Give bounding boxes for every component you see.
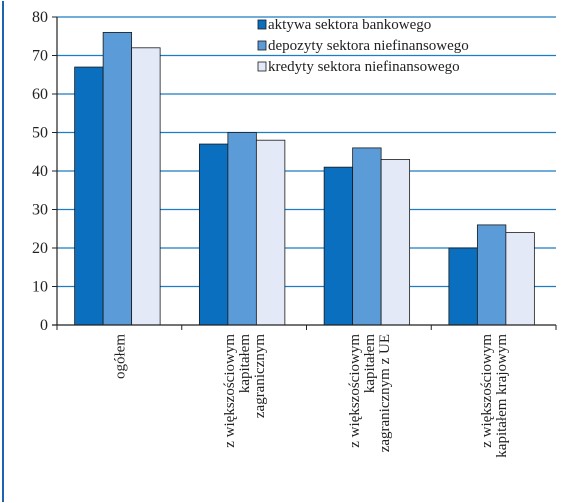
bar-series3-cat4: [505, 232, 535, 326]
legend-label-3: kredyty sektora niefinansowego: [268, 59, 460, 75]
legend: aktywa sektora bankowego depozyty sektora…: [257, 17, 469, 75]
bar-series3-cat1: [131, 47, 161, 326]
bar-series2-cat1: [102, 32, 133, 326]
category-label-3-line-3: zagranicznym z UE: [377, 334, 393, 452]
legend-label-1: aktywa sektora bankowego: [268, 17, 431, 33]
bar-series3-cat2: [255, 139, 286, 326]
category-label-1-line-1: ogółem: [112, 334, 128, 379]
category-label-2-line-3: zagranicznym: [252, 334, 268, 418]
legend-label-2: depozyty sektora niefinansowego: [268, 38, 469, 54]
y-tick-label-30: 30: [32, 202, 48, 219]
category-label-2-line-1: z większościowym: [222, 334, 238, 448]
bars: [74, 32, 535, 326]
category-label-4-line-1: z większościowym: [479, 334, 495, 448]
legend-swatch-1: [257, 19, 267, 30]
bar-series1-cat3: [323, 166, 354, 326]
bar-series1-cat1: [74, 66, 104, 326]
y-tick-label-80: 80: [32, 9, 48, 26]
category-label-3: z większościowym kapitałem zagranicznym z …: [347, 334, 393, 453]
category-label-4: z większościowym kapitałem krajowym: [479, 334, 510, 458]
category-labels: ogółem z większościowym kapitałem zagranicz…: [112, 334, 510, 458]
category-label-4-line-2: kapitałem krajowym: [494, 334, 510, 458]
bar-series3-cat3: [380, 159, 411, 326]
category-label-3-line-1: z większościowym: [347, 334, 363, 448]
bar-series2-cat4: [476, 224, 507, 326]
axes: [52, 17, 557, 330]
y-tick-label-60: 60: [32, 86, 48, 103]
category-label-2: z większościowym kapitałem zagranicznym: [222, 334, 268, 448]
category-label-2-line-2: kapitałem: [237, 334, 253, 393]
category-label-1: ogółem: [112, 334, 128, 379]
y-tick-label-10: 10: [32, 279, 48, 296]
bar-series1-cat2: [198, 143, 229, 326]
y-axis-ticks: 0 10 20 30 40 50 60 70 80: [32, 9, 57, 334]
bar-series2-cat2: [227, 132, 257, 326]
legend-swatch-3: [257, 61, 267, 72]
category-label-3-line-2: kapitałem: [362, 334, 378, 393]
bar-series1-cat4: [448, 247, 478, 326]
y-tick-label-20: 20: [32, 240, 48, 257]
y-tick-label-70: 70: [32, 48, 48, 65]
y-tick-label-50: 50: [32, 125, 48, 142]
legend-swatch-2: [257, 40, 267, 51]
y-tick-label-0: 0: [40, 317, 48, 334]
y-tick-label-40: 40: [32, 163, 48, 180]
bar-series2-cat3: [352, 147, 382, 326]
